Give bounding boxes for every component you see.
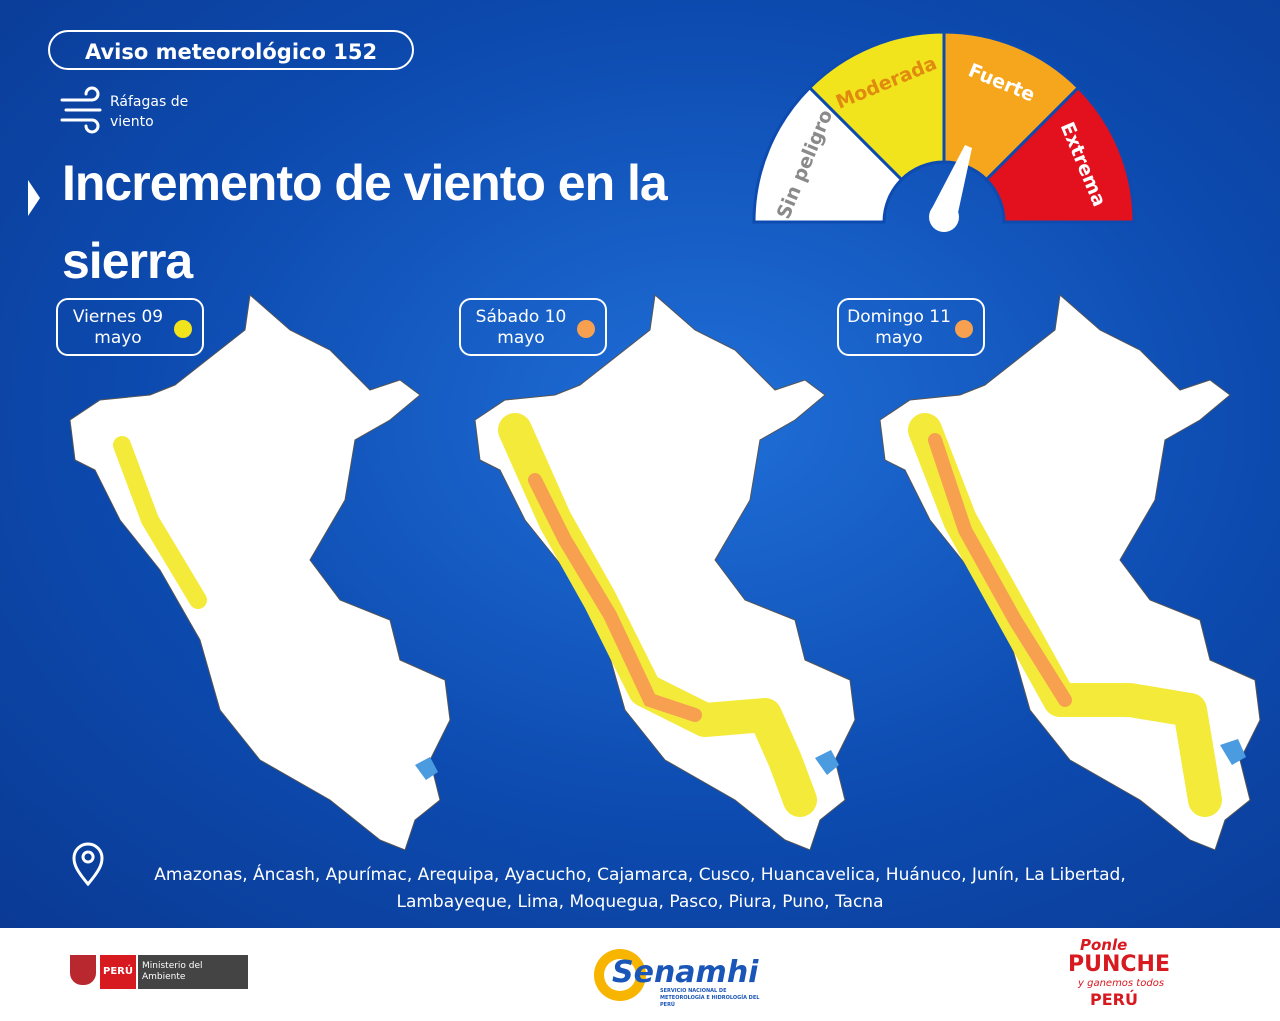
bulletin-badge: Aviso meteorológico 152 [48, 30, 414, 70]
country-logo: PERÚ [100, 955, 136, 989]
day-label: Viernes 09 mayo [56, 298, 204, 356]
regions-list: Amazonas, Áncash, Apurímac, Arequipa, Ay… [154, 865, 1126, 912]
campaign-1: Ponle [1080, 936, 1128, 954]
day-label: Sábado 10 mayo [459, 298, 607, 356]
campaign-3: y ganemos todos [1078, 978, 1165, 989]
gauge-segment [807, 30, 946, 182]
ministry-logo: Ministerio del Ambiente [138, 955, 248, 989]
location-icon [72, 842, 104, 887]
agency-full-name: SERVICIO NACIONAL DE METEOROLOGÍA E HIDR… [660, 988, 760, 1008]
title: Incremento de viento en la sierra [62, 155, 668, 289]
map-sabado [474, 294, 856, 851]
level-dot [955, 320, 973, 338]
title-arrow [28, 180, 40, 216]
sun-logo [594, 949, 646, 1001]
wind-icon [60, 86, 102, 134]
level-dot [577, 320, 595, 338]
day-label: Domingo 11 mayo [837, 298, 985, 356]
day-month: mayo [875, 328, 923, 348]
gauge-segment [752, 85, 904, 224]
day-month: mayo [94, 328, 142, 348]
day-name: Domingo 11 [847, 307, 951, 327]
day-name: Viernes 09 [72, 307, 164, 327]
hazard-label: Ráfagas de viento [110, 94, 189, 130]
day-month: mayo [497, 328, 545, 348]
needle [929, 145, 972, 232]
campaign-2: PUNCHE [1068, 952, 1170, 977]
level-dot [174, 320, 192, 338]
campaign-4: PERÚ [1090, 990, 1138, 1009]
map-domingo [879, 294, 1261, 851]
map-viernes [69, 294, 451, 851]
coat-of-arms [70, 955, 96, 985]
agency-name: Senamhi [612, 955, 759, 990]
day-name: Sábado 10 [475, 307, 567, 327]
gauge-segment [984, 85, 1136, 224]
